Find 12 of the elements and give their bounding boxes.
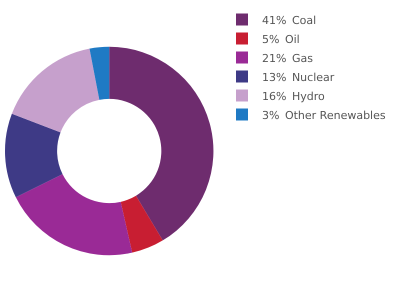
donut-slice (89, 46, 110, 100)
legend-label: 5% Oil (262, 32, 300, 46)
donut-slice (109, 46, 214, 240)
legend-label: 3% Other Renewables (262, 108, 386, 122)
donut-slice (5, 114, 63, 198)
legend-label: 13% Nuclear (262, 70, 335, 84)
legend-label: 21% Gas (262, 52, 314, 65)
legend-label: 16% Hydro (262, 90, 325, 103)
donut-slice (12, 48, 100, 132)
donut-slice (16, 174, 132, 256)
donut-slice (120, 196, 163, 253)
legend-label: 41% Coal (262, 14, 316, 27)
